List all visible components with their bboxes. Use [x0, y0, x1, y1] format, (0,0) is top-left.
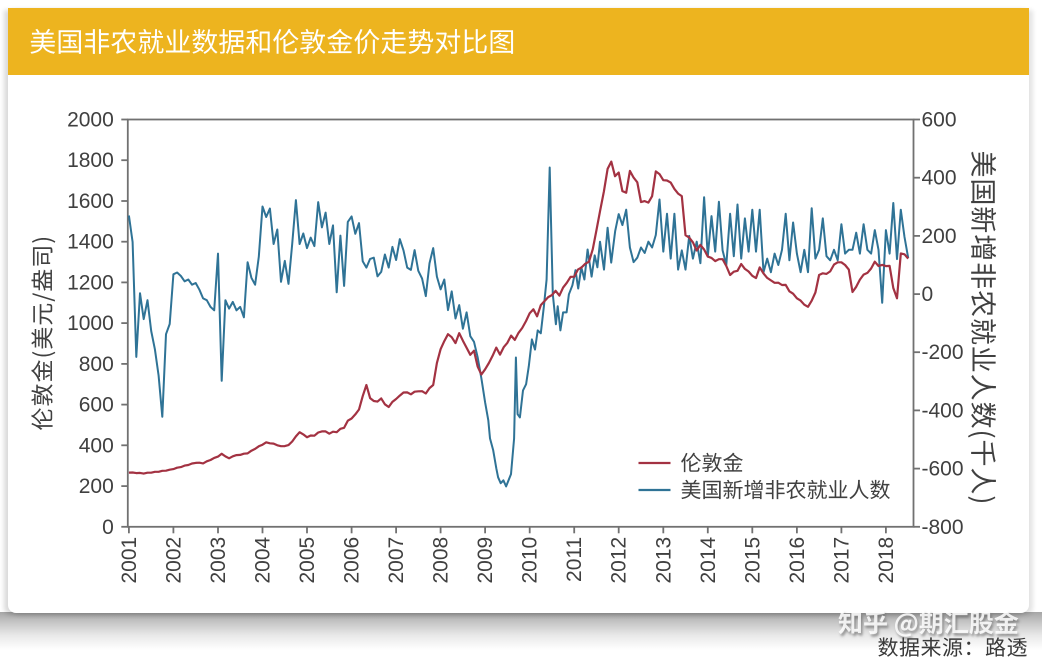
svg-text:2002: 2002	[162, 536, 185, 583]
svg-text:600: 600	[78, 393, 113, 416]
svg-text:800: 800	[78, 352, 113, 375]
svg-text:400: 400	[78, 434, 113, 457]
svg-text:-800: -800	[921, 515, 963, 538]
svg-text:0: 0	[102, 515, 114, 538]
svg-text:2013: 2013	[652, 536, 675, 583]
svg-text:2011: 2011	[563, 536, 586, 581]
svg-text:2007: 2007	[385, 536, 408, 583]
svg-text:1000: 1000	[67, 312, 114, 335]
svg-text:2012: 2012	[607, 536, 630, 583]
svg-text:2004: 2004	[251, 536, 274, 583]
svg-text:2008: 2008	[429, 536, 452, 583]
svg-text:1200: 1200	[67, 271, 114, 294]
svg-text:1800: 1800	[67, 149, 114, 172]
svg-text:2015: 2015	[741, 536, 764, 583]
svg-text:1600: 1600	[67, 190, 114, 213]
svg-text:400: 400	[921, 166, 956, 189]
svg-text:200: 200	[78, 475, 113, 498]
svg-text:200: 200	[921, 224, 956, 247]
svg-text:2005: 2005	[296, 536, 319, 583]
svg-text:2001: 2001	[117, 536, 140, 583]
svg-text:-200: -200	[921, 341, 963, 364]
svg-text:2017: 2017	[830, 536, 853, 583]
svg-text:2016: 2016	[785, 536, 808, 583]
svg-text:-400: -400	[921, 399, 963, 422]
svg-text:2009: 2009	[474, 536, 497, 583]
svg-text:1400: 1400	[67, 230, 114, 253]
svg-text:2010: 2010	[518, 536, 541, 583]
svg-text:2000: 2000	[67, 108, 114, 131]
svg-text:2018: 2018	[874, 536, 897, 583]
svg-text:2014: 2014	[696, 536, 719, 583]
svg-text:-600: -600	[921, 457, 963, 480]
svg-text:2006: 2006	[340, 536, 363, 583]
svg-text:0: 0	[921, 283, 933, 306]
svg-text:2003: 2003	[207, 536, 230, 583]
svg-text:600: 600	[921, 108, 956, 131]
